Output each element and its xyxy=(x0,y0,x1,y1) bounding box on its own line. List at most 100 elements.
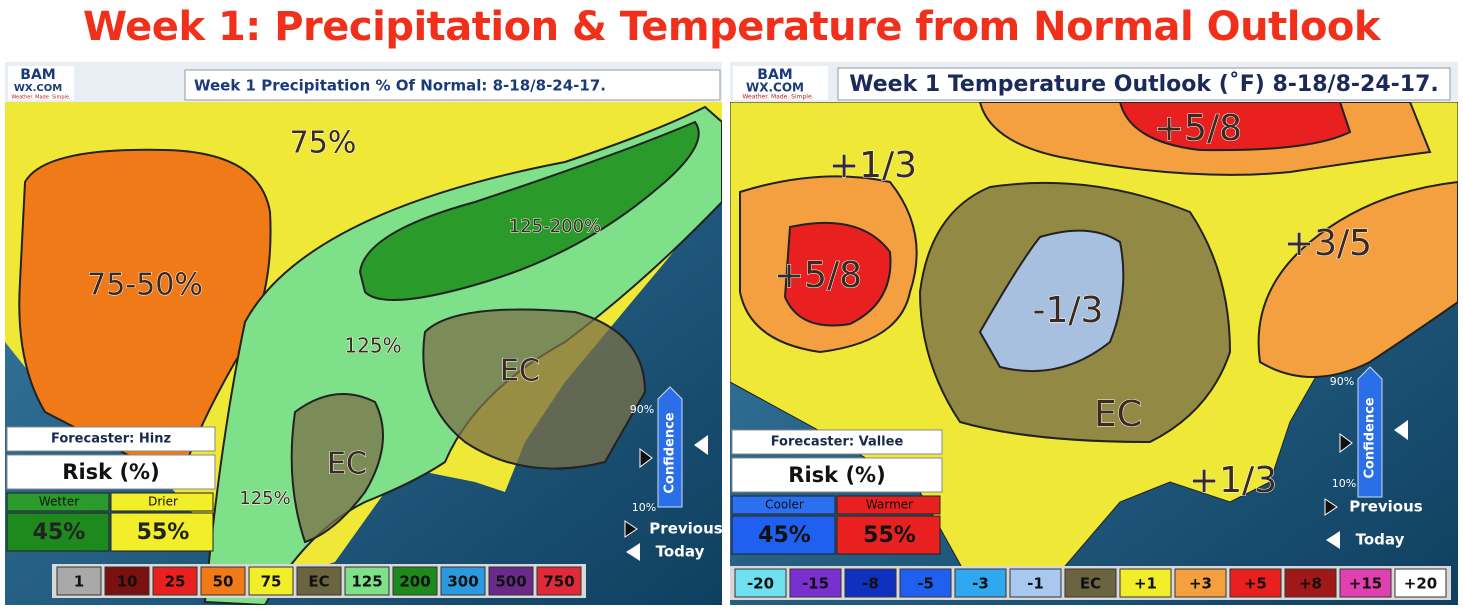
legend-swatch xyxy=(1064,568,1117,598)
legend-swatch xyxy=(899,568,952,598)
previous-label: Previous xyxy=(1349,498,1422,516)
region-label: +1/3 xyxy=(1189,460,1277,501)
forecaster-box xyxy=(6,426,216,452)
legend-label: 200 xyxy=(399,573,430,591)
marker-previous xyxy=(1339,433,1353,453)
risk-value: 55% xyxy=(863,523,916,548)
region-label: 125-200% xyxy=(509,216,601,237)
logo-tagline: Weather. Made. Simple. xyxy=(11,95,71,101)
confidence-low: 10% xyxy=(632,501,656,514)
legend-label: +3 xyxy=(1189,575,1212,593)
legend-swatch xyxy=(344,566,390,596)
legend-swatch xyxy=(1119,568,1172,598)
confidence-arrow xyxy=(657,386,683,508)
legend-label: +5 xyxy=(1244,575,1267,593)
forecaster: Forecaster: Vallee xyxy=(771,435,904,450)
marker-today xyxy=(1394,420,1408,440)
legend-label: +20 xyxy=(1404,575,1437,593)
legend-label: 50 xyxy=(213,573,234,591)
risk-cell xyxy=(110,512,214,552)
legend-swatch xyxy=(200,566,246,596)
legend-swatch xyxy=(1174,568,1227,598)
legend-swatch xyxy=(104,566,150,596)
region-label: 125% xyxy=(239,488,290,509)
legend-label: +1 xyxy=(1134,575,1157,593)
risk-cell xyxy=(836,515,941,555)
logo-mark: BAM xyxy=(757,67,792,83)
legend-previous xyxy=(1324,498,1338,516)
legend-label: +8 xyxy=(1299,575,1322,593)
legend-label: -1 xyxy=(1027,575,1044,593)
legend-swatch xyxy=(789,568,842,598)
risk-value: 55% xyxy=(137,520,190,545)
risk-head xyxy=(6,492,110,512)
legend-label: 500 xyxy=(495,573,526,591)
risk-head xyxy=(731,495,836,515)
legend-previous xyxy=(624,520,638,538)
legend-label: 25 xyxy=(165,573,186,591)
risk-title: Risk (%) xyxy=(788,463,885,487)
region-label: +5/8 xyxy=(774,255,862,296)
legend-swatch xyxy=(1339,568,1392,598)
previous-label: Previous xyxy=(649,520,722,538)
legend-label: 750 xyxy=(543,573,574,591)
confidence-low: 10% xyxy=(1332,477,1356,490)
legend-swatch xyxy=(844,568,897,598)
region-label: +5/8 xyxy=(1154,108,1242,149)
legend-label: 1 xyxy=(74,573,84,591)
risk-box xyxy=(731,457,943,493)
region-label: +1/3 xyxy=(829,145,917,186)
legend-swatch xyxy=(488,566,534,596)
legend-today xyxy=(1326,531,1340,549)
risk-cell xyxy=(6,512,110,552)
logo-tagline: Weather. Made. Simple. xyxy=(742,94,813,101)
confidence-arrow xyxy=(1357,366,1383,498)
confidence-high: 90% xyxy=(630,403,654,416)
risk-label: Warmer xyxy=(866,498,913,512)
legend-swatch xyxy=(56,566,102,596)
legend-label: 10 xyxy=(117,573,138,591)
region-label: 125% xyxy=(344,334,401,358)
forecaster-box xyxy=(731,429,943,455)
legend-swatch xyxy=(1009,568,1062,598)
legend-today xyxy=(626,543,640,561)
legend-label: 75 xyxy=(261,573,282,591)
legend-swatch xyxy=(734,568,787,598)
today-label: Today xyxy=(1356,531,1405,549)
map-header: Week 1 Precipitation % Of Normal: 8-18/8… xyxy=(194,77,606,95)
legend-label: EC xyxy=(1080,575,1101,593)
legend-label: -3 xyxy=(972,575,989,593)
region-label: 75-50% xyxy=(87,268,203,303)
region-label: 75% xyxy=(290,126,357,161)
legend-swatch xyxy=(152,566,198,596)
confidence-high: 90% xyxy=(1330,375,1354,388)
legend-swatch xyxy=(296,566,342,596)
region-label: -1/3 xyxy=(1033,290,1104,331)
legend-swatch xyxy=(1394,568,1447,598)
confidence-label: Confidence xyxy=(1363,397,1378,478)
legend-label: -8 xyxy=(862,575,879,593)
precip-map: Week 1 Precipitation % Of Normal: 8-18/8… xyxy=(5,62,722,605)
risk-label: Wetter xyxy=(39,495,79,509)
region-label: EC xyxy=(327,447,367,482)
map-header: Week 1 Temperature Outlook (˚F) 8-18/8-2… xyxy=(849,72,1438,97)
legend-label: -20 xyxy=(747,575,774,593)
legend-label: EC xyxy=(308,573,329,591)
region-label: +3/5 xyxy=(1284,223,1372,264)
legend-label: -5 xyxy=(917,575,934,593)
legend-swatch xyxy=(536,566,582,596)
risk-head xyxy=(110,492,214,512)
page-title: Week 1: Precipitation & Temperature from… xyxy=(82,4,1381,50)
legend-label: 125 xyxy=(351,573,382,591)
legend-label: 300 xyxy=(447,573,478,591)
risk-label: Cooler xyxy=(765,498,804,512)
forecaster: Forecaster: Hinz xyxy=(51,432,171,447)
confidence-label: Confidence xyxy=(663,412,678,493)
today-label: Today xyxy=(656,543,705,561)
risk-cell xyxy=(731,515,836,555)
risk-label: Drier xyxy=(148,495,178,509)
legend-swatch xyxy=(392,566,438,596)
legend-swatch xyxy=(1284,568,1337,598)
temperature-map: Week 1 Temperature Outlook (˚F) 8-18/8-2… xyxy=(730,62,1458,605)
marker-today xyxy=(694,435,708,455)
